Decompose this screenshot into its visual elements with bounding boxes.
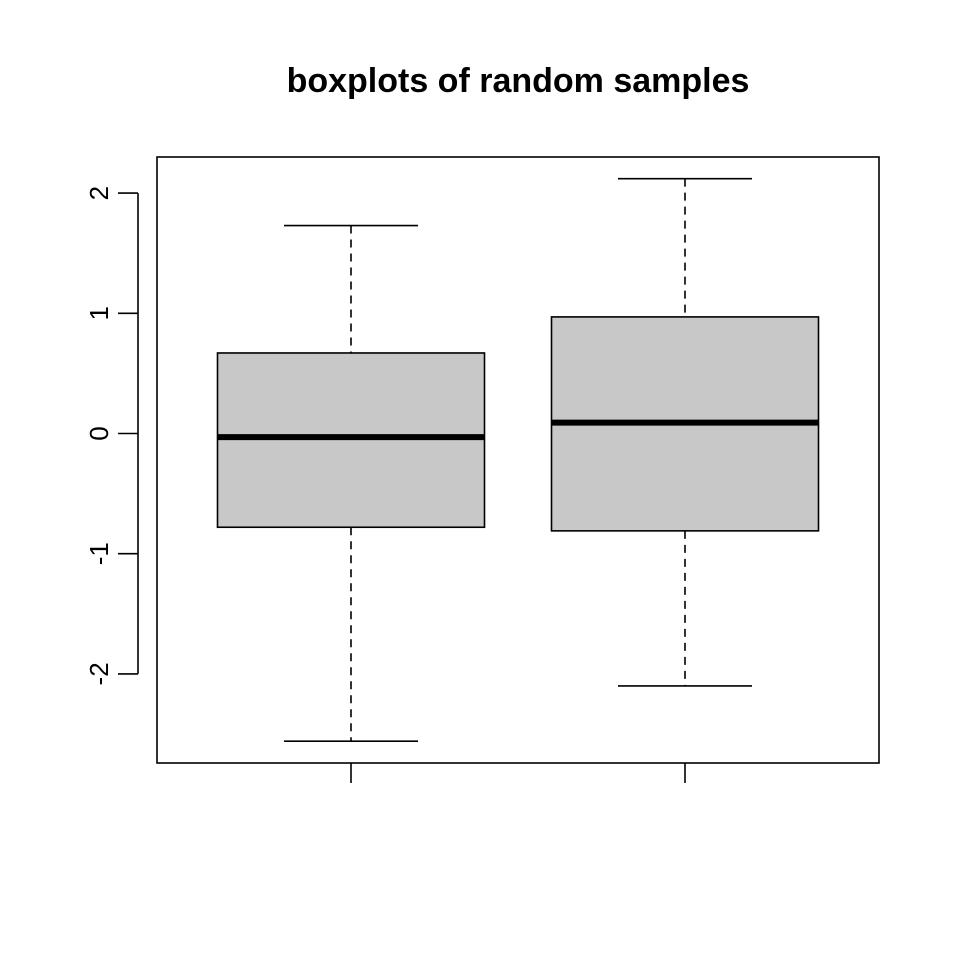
- y-tick-label: -1: [84, 542, 114, 565]
- chart-title: boxplots of random samples: [287, 62, 750, 100]
- iqr-box: [216, 352, 486, 529]
- y-tick-label: 0: [84, 426, 114, 440]
- box-1: [216, 224, 486, 743]
- plot-frame: [156, 156, 880, 764]
- y-axis: -2 -1 0 1 2: [84, 186, 139, 685]
- boxes-group: [216, 177, 820, 743]
- box-2: [550, 177, 820, 687]
- x-axis: [350, 763, 686, 783]
- y-tick-label: -2: [84, 662, 114, 685]
- y-tick-label: 2: [84, 186, 114, 200]
- y-tick-label: 1: [84, 306, 114, 320]
